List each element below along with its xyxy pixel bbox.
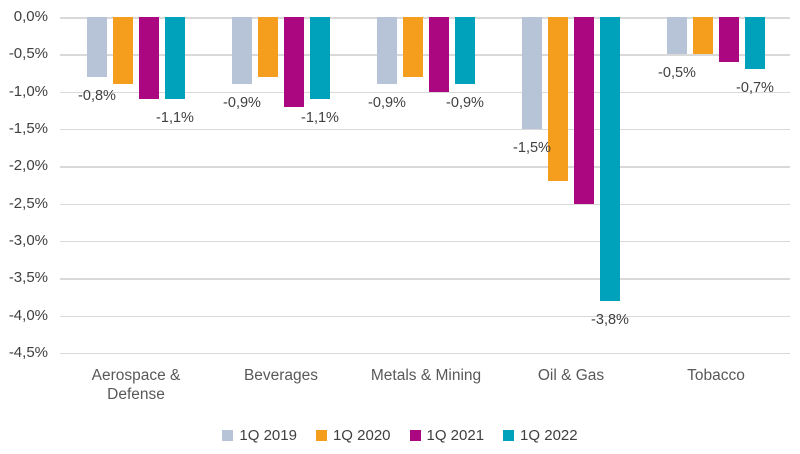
y-axis-tick-label: 0,0% <box>13 8 48 25</box>
legend-swatch-icon <box>409 430 421 441</box>
y-axis-tick-label: -1,5% <box>8 119 48 137</box>
data-label: -1,1% <box>301 110 339 127</box>
data-label: -3,8% <box>591 311 629 328</box>
gridline <box>60 91 790 94</box>
y-axis-tick-label: -0,5% <box>8 45 48 63</box>
legend-label: 1Q 2021 <box>426 427 485 444</box>
y-axis-tick-label: -2,0% <box>8 157 48 175</box>
bar-1q-2019-1 <box>232 17 252 85</box>
bar-1q-2020-3 <box>548 17 568 182</box>
bar-1q-2021-4 <box>719 17 739 62</box>
gridline <box>60 278 790 280</box>
category-label: Tobacco <box>687 367 745 384</box>
legend-swatch-icon <box>315 430 327 441</box>
legend-label: 1Q 2020 <box>332 427 391 444</box>
gridline <box>60 315 790 318</box>
gridline <box>60 203 790 206</box>
category-label: Metals & Mining <box>370 367 482 384</box>
bar-1q-2022-4 <box>745 17 765 70</box>
gridline <box>60 128 790 131</box>
legend-item: 1Q 2021 <box>409 427 485 444</box>
bar-1q-2019-2 <box>377 17 397 85</box>
data-label: -1,1% <box>156 110 194 127</box>
legend-label: 1Q 2019 <box>239 427 297 444</box>
legend-item: 1Q 2020 <box>315 427 391 444</box>
data-label: -0,5% <box>658 65 696 82</box>
category-label: Oil & Gas <box>537 367 605 384</box>
gridline <box>60 17 790 19</box>
category-label: Aerospace & Defense <box>91 367 181 403</box>
bar-1q-2020-2 <box>403 17 423 77</box>
y-axis-tick-label: -4,5% <box>8 343 48 361</box>
bar-1q-2021-0 <box>139 17 159 100</box>
category-label: Beverages <box>243 367 319 384</box>
y-axis-tick-label: -1,0% <box>8 82 48 100</box>
data-label: -0,9% <box>223 95 261 112</box>
bar-1q-2019-4 <box>667 17 687 55</box>
bar-1q-2019-0 <box>87 17 107 77</box>
y-axis-tick-label: -3,0% <box>8 231 48 249</box>
bar-1q-2020-0 <box>113 17 133 85</box>
bar-1q-2022-2 <box>455 17 475 85</box>
bar-1q-2021-3 <box>574 17 594 204</box>
legend-label: 1Q 2022 <box>520 427 578 444</box>
y-axis-tick-label: -4,0% <box>8 306 48 324</box>
gridline <box>60 240 790 243</box>
legend-item: 1Q 2019 <box>222 427 297 444</box>
legend: 1Q 2019 1Q 2020 1Q 2021 1Q 2022 <box>0 427 800 444</box>
bar-1q-2020-1 <box>258 17 278 77</box>
data-label: -0,8% <box>78 87 116 104</box>
bar-1q-2021-1 <box>284 17 304 107</box>
bar-1q-2022-3 <box>600 17 620 301</box>
legend-item: 1Q 2022 <box>503 427 578 444</box>
bar-1q-2021-2 <box>429 17 449 92</box>
bar-1q-2020-4 <box>693 17 713 55</box>
bar-1q-2022-0 <box>165 17 185 100</box>
gridline <box>60 54 790 56</box>
bar-1q-2019-3 <box>522 17 542 129</box>
gridline <box>60 352 790 355</box>
data-label: -0,7% <box>736 80 774 97</box>
bar-1q-2022-1 <box>310 17 330 100</box>
data-label: -1,5% <box>513 140 551 156</box>
gridline <box>60 166 790 168</box>
legend-swatch-icon <box>503 430 515 441</box>
legend-swatch-icon <box>222 430 234 441</box>
data-label: -0,9% <box>368 95 406 112</box>
y-axis-tick-label: -3,5% <box>8 269 48 287</box>
data-label: -0,9% <box>446 95 484 112</box>
y-axis-tick-label: -2,5% <box>8 194 48 212</box>
